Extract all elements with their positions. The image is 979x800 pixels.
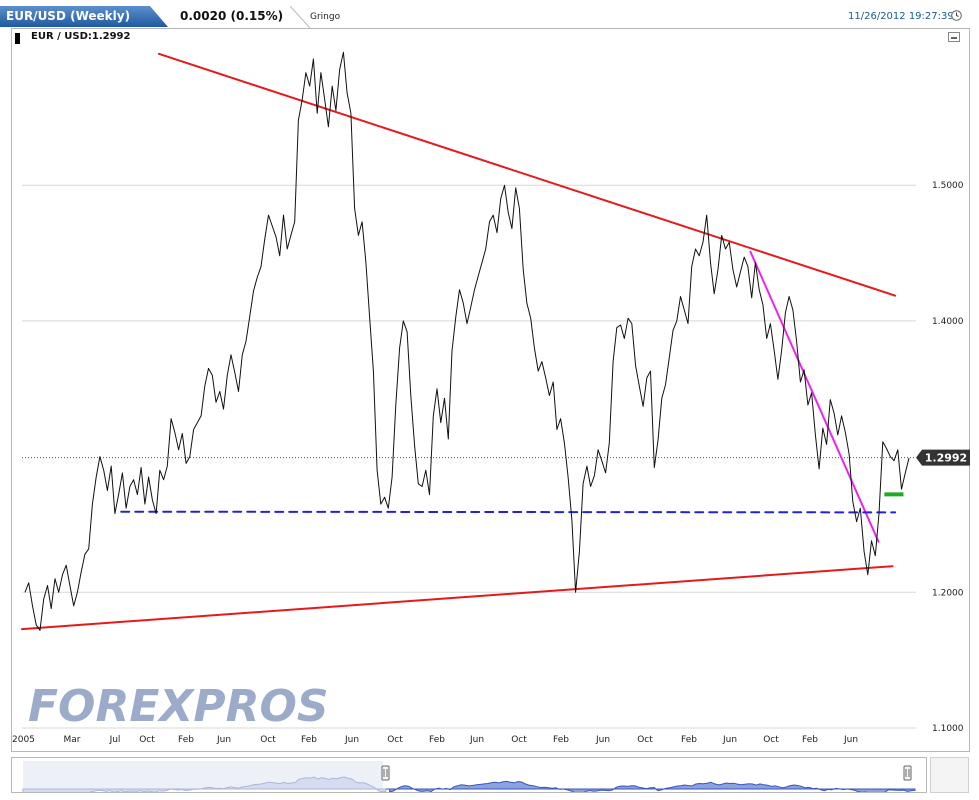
- legend-color-swatch: [15, 33, 20, 44]
- forexpros-watermark: FOREXPROS: [28, 681, 329, 732]
- x-tick-label: Mar: [64, 735, 81, 745]
- x-tick-label: Oct: [387, 735, 403, 745]
- range-navigator[interactable]: [11, 757, 927, 797]
- x-tick-label: Feb: [429, 735, 445, 745]
- lower-support-line: [21, 565, 894, 631]
- x-tick-label: Jun: [722, 735, 737, 745]
- clock-icon[interactable]: [951, 10, 962, 21]
- chart-header: EUR/USD (Weekly) 0.0020 (0.15%) Gringo 1…: [0, 0, 979, 28]
- y-axis-ticks: 1.1000 1.2000 1.4000 1.5000: [932, 181, 964, 734]
- price-chart[interactable]: FOREXPROS 1.1000 1.2000 1.4000 1.5000 2005 M…: [0, 0, 979, 760]
- x-tick-label: Oct: [763, 735, 779, 745]
- x-tick-label: Jun: [216, 735, 231, 745]
- range-end-handle[interactable]: [903, 765, 912, 781]
- x-tick-label: Feb: [178, 735, 194, 745]
- tab-divider: [290, 6, 310, 28]
- minimize-icon[interactable]: [948, 32, 960, 42]
- x-tick-label: Oct: [511, 735, 527, 745]
- x-tick-label: Jul: [109, 735, 121, 745]
- x-tick-label: Feb: [802, 735, 818, 745]
- x-tick-label: 2005: [12, 735, 35, 745]
- x-tick-label: Jun: [595, 735, 610, 745]
- price-line: [24, 51, 910, 631]
- y-tick-label: 1.4000: [932, 317, 964, 327]
- x-tick-label: Oct: [139, 735, 155, 745]
- navigator-area[interactable]: [12, 758, 926, 797]
- current-value-badge-shape: [916, 449, 970, 466]
- x-tick-label: Jun: [843, 735, 858, 745]
- legend-pair-label: EUR / USD:1.2992: [31, 31, 131, 42]
- y-tick-label: 1.2000: [932, 588, 964, 598]
- price-series: [24, 51, 910, 631]
- trend-lines: [21, 52, 904, 631]
- range-start-handle[interactable]: [381, 765, 390, 781]
- timestamp: 11/26/2012 19:27:39: [848, 11, 954, 22]
- current-price-badge: 1.2992: [916, 449, 970, 466]
- x-tick-label: Oct: [637, 735, 653, 745]
- x-tick-label: Feb: [301, 735, 317, 745]
- x-tick-label: Feb: [553, 735, 569, 745]
- plot-area: [22, 48, 912, 740]
- navigator-side-panel: [930, 757, 969, 793]
- grid-lines: [22, 48, 916, 740]
- price-change: 0.0020 (0.15%): [180, 9, 284, 23]
- watermark-group: FOREXPROS: [28, 681, 329, 732]
- x-tick-label: Jun: [344, 735, 359, 745]
- y-tick-label: 1.5000: [932, 181, 964, 191]
- title-tab[interactable]: [0, 6, 170, 27]
- y-tick-label: 1.1000: [932, 724, 964, 734]
- x-tick-label: Jun: [469, 735, 484, 745]
- upper-resistance-line: [157, 52, 897, 297]
- recent-downtrend-line: [749, 250, 880, 543]
- x-tick-label: Feb: [681, 735, 697, 745]
- current-value-label: 1.2992: [925, 452, 967, 465]
- user-name: Gringo: [310, 12, 341, 22]
- symbol-title: EUR/USD (Weekly): [6, 9, 131, 23]
- x-tick-label: Oct: [260, 735, 276, 745]
- horizontal-support-dashed: [120, 510, 897, 514]
- x-axis-ticks: 2005 Mar Jul Oct Feb Jun Oct Feb Jun Oct Feb Jun Oct…: [12, 735, 858, 745]
